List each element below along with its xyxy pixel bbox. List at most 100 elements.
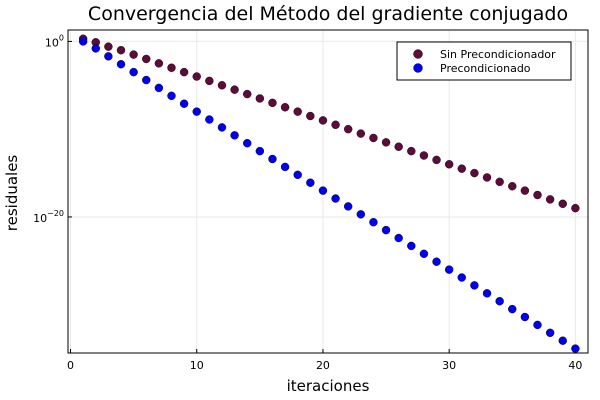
data-point <box>243 139 252 148</box>
data-point <box>154 59 164 68</box>
data-point <box>343 202 353 211</box>
data-point <box>167 91 176 101</box>
data-point <box>407 146 416 156</box>
x-tick-label: 40 <box>568 359 582 372</box>
data-point <box>179 99 189 108</box>
data-point <box>293 107 302 116</box>
data-point <box>432 257 441 266</box>
data-point <box>318 116 328 125</box>
data-point <box>369 218 378 227</box>
data-point <box>255 94 265 103</box>
legend-marker <box>413 63 423 73</box>
data-point <box>331 194 340 203</box>
y-tick-label: 10−20 <box>33 209 64 225</box>
data-point <box>280 103 290 112</box>
data-point <box>545 328 555 338</box>
plot-frame <box>67 29 589 354</box>
data-point <box>520 186 530 195</box>
data-point <box>457 273 466 282</box>
data-points <box>78 34 580 353</box>
y-tick-label: 100 <box>45 33 64 49</box>
data-point <box>205 115 214 124</box>
data-point <box>394 142 403 151</box>
data-point <box>419 151 429 160</box>
data-point <box>558 336 567 345</box>
data-point <box>444 160 454 169</box>
data-point <box>78 37 88 46</box>
data-point <box>407 241 416 251</box>
x-tick-label: 20 <box>316 359 330 372</box>
series-2 <box>78 37 580 353</box>
data-point <box>495 297 504 306</box>
data-point <box>280 162 290 172</box>
data-point <box>470 168 479 178</box>
data-point <box>545 195 555 204</box>
data-point <box>306 111 315 121</box>
data-point <box>192 107 201 116</box>
y-axis-label: residuales <box>3 155 21 232</box>
y-tick-base: 10 <box>33 212 47 225</box>
data-point <box>205 76 214 86</box>
data-point <box>167 63 176 72</box>
data-point <box>495 177 504 187</box>
data-point <box>331 120 340 129</box>
data-point <box>470 281 479 290</box>
series-1 <box>78 34 580 213</box>
data-point <box>508 182 517 191</box>
data-point <box>179 67 189 77</box>
x-tick-label: 30 <box>442 359 456 372</box>
data-point <box>129 67 138 77</box>
data-point <box>154 83 164 93</box>
data-point <box>508 304 517 314</box>
data-point <box>217 81 227 90</box>
legend-marker <box>413 49 423 59</box>
data-point <box>129 50 138 59</box>
data-point <box>343 124 353 134</box>
y-tick-base: 10 <box>45 36 59 49</box>
data-point <box>432 155 441 165</box>
data-point <box>142 75 151 85</box>
data-point <box>394 233 403 243</box>
data-point <box>318 186 328 195</box>
data-point <box>192 72 201 81</box>
data-point <box>482 289 492 298</box>
data-point <box>419 249 429 259</box>
data-point <box>369 133 378 143</box>
data-point <box>356 210 366 219</box>
data-point <box>520 312 530 322</box>
data-point <box>255 146 265 156</box>
x-tick-label: 10 <box>190 359 204 372</box>
data-point <box>381 225 391 235</box>
y-tick-exponent: −20 <box>47 209 64 218</box>
legend-label: Sin Precondicionador <box>440 48 556 61</box>
data-point <box>457 164 466 173</box>
data-point <box>533 190 542 200</box>
data-point <box>533 320 542 330</box>
x-axis-ticks: 0 10 20 30 40 <box>67 349 582 372</box>
data-point <box>217 123 227 132</box>
x-tick-label: 0 <box>67 359 74 372</box>
data-point <box>558 199 567 208</box>
data-point <box>268 98 277 108</box>
data-point <box>142 54 151 64</box>
data-point <box>268 154 277 164</box>
legend-label: Precondicionado <box>440 62 531 75</box>
data-point <box>571 203 580 213</box>
data-point <box>356 129 366 138</box>
chart-title: Convergencia del Método del gradiente co… <box>88 3 568 25</box>
x-axis-label: iteraciones <box>287 377 370 395</box>
data-point <box>116 60 126 69</box>
data-point <box>306 178 315 187</box>
data-point <box>293 170 302 180</box>
data-point <box>104 52 113 61</box>
data-point <box>444 265 454 274</box>
data-point <box>104 42 113 51</box>
y-tick-exponent: 0 <box>59 33 64 42</box>
data-point <box>482 173 492 182</box>
data-point <box>116 45 126 55</box>
data-point <box>230 131 239 140</box>
data-point <box>243 89 252 99</box>
